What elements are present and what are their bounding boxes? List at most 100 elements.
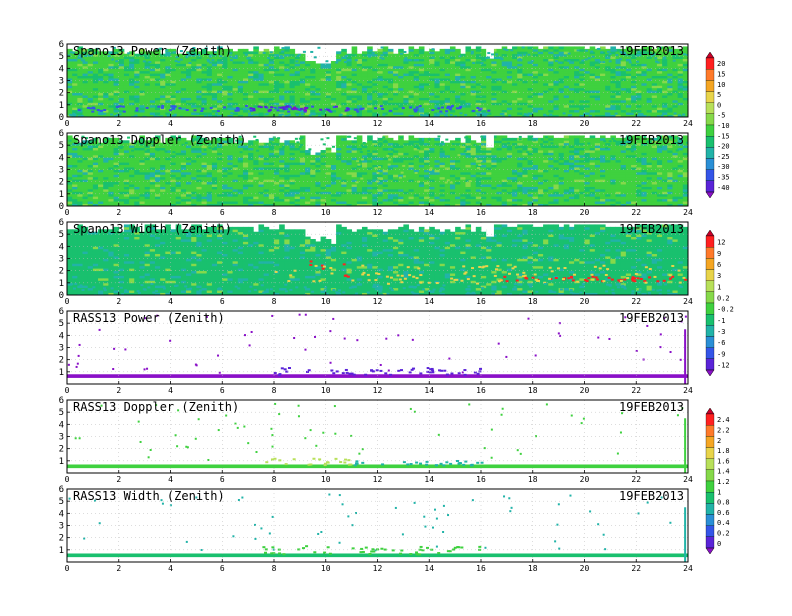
data-cell (191, 201, 197, 204)
data-cell (186, 73, 192, 76)
data-cell (300, 93, 306, 96)
data-cell (362, 90, 368, 93)
data-cell (465, 68, 471, 71)
data-cell (409, 88, 415, 91)
data-cell (243, 95, 249, 98)
data-cell (186, 182, 192, 185)
data-cell (652, 110, 658, 113)
data-cell (445, 81, 451, 84)
data-cell (476, 51, 482, 54)
data-feature-cell (300, 108, 303, 110)
data-cell (248, 174, 254, 177)
data-cell (445, 100, 451, 103)
data-cell (160, 71, 166, 74)
data-cell (388, 100, 394, 103)
data-feature-cell (245, 105, 248, 107)
data-feature-cell (100, 113, 103, 115)
data-cell (481, 100, 487, 103)
data-cell (502, 90, 508, 93)
data-cell (362, 61, 368, 64)
data-cell (119, 160, 125, 163)
data-cell (378, 66, 384, 69)
data-cell (264, 194, 270, 197)
data-cell (502, 88, 508, 91)
data-cell (129, 189, 135, 192)
data-cell (481, 81, 487, 84)
data-cell (414, 68, 420, 71)
data-cell (279, 98, 285, 101)
data-cell (398, 49, 404, 52)
data-cell (616, 63, 622, 66)
data-cell (171, 63, 177, 66)
data-feature-cell (416, 106, 419, 108)
data-cell (321, 63, 327, 66)
data-feature-cell (345, 110, 348, 112)
data-cell (631, 98, 637, 101)
data-cell (253, 88, 259, 91)
data-cell (491, 110, 497, 113)
data-cell (414, 51, 420, 54)
data-cell (186, 83, 192, 86)
data-cell (372, 83, 378, 86)
data-cell (248, 165, 254, 168)
data-cell (186, 93, 192, 96)
data-feature-cell (250, 110, 253, 112)
data-cell (93, 73, 99, 76)
data-cell (465, 49, 471, 52)
data-cell (543, 85, 549, 88)
data-cell (424, 85, 430, 88)
data-cell (471, 56, 477, 59)
data-cell (227, 105, 233, 108)
data-cell (72, 167, 78, 170)
data-cell (341, 85, 347, 88)
data-cell (538, 59, 544, 62)
data-cell (77, 61, 83, 64)
data-cell (264, 49, 270, 52)
data-cell (336, 98, 342, 101)
data-cell (497, 88, 503, 91)
data-cell (202, 196, 208, 199)
data-cell (652, 63, 658, 66)
data-cell (98, 61, 104, 64)
data-cell (186, 90, 192, 93)
data-cell (196, 187, 202, 190)
data-cell (367, 81, 373, 84)
data-cell (145, 100, 151, 103)
data-cell (124, 148, 130, 151)
data-cell (678, 63, 684, 66)
data-cell (502, 85, 508, 88)
data-cell (139, 177, 145, 180)
data-feature-cell (460, 112, 463, 114)
data-cell (139, 95, 145, 98)
data-cell (616, 81, 622, 84)
data-cell (445, 83, 451, 86)
data-cell (595, 88, 601, 91)
data-cell (274, 51, 280, 54)
data-cell (248, 162, 254, 165)
data-cell (129, 93, 135, 96)
data-cell (150, 184, 156, 187)
data-cell (176, 83, 182, 86)
data-cell (258, 68, 264, 71)
data-cell (300, 78, 306, 81)
data-cell (440, 66, 446, 69)
data-cell (88, 155, 94, 158)
data-cell (450, 51, 456, 54)
data-cell (667, 98, 673, 101)
data-cell (165, 172, 171, 175)
data-cell (465, 93, 471, 96)
data-cell (476, 76, 482, 79)
data-cell (83, 187, 89, 190)
data-cell (227, 63, 233, 66)
data-cell (134, 105, 140, 108)
data-cell (176, 68, 182, 71)
data-cell (233, 100, 239, 103)
data-cell (253, 95, 259, 98)
data-cell (362, 78, 368, 81)
data-cell (207, 189, 213, 192)
data-cell (579, 88, 585, 91)
data-cell (559, 93, 565, 96)
data-cell (528, 66, 534, 69)
data-cell (553, 100, 559, 103)
data-cell (176, 160, 182, 163)
